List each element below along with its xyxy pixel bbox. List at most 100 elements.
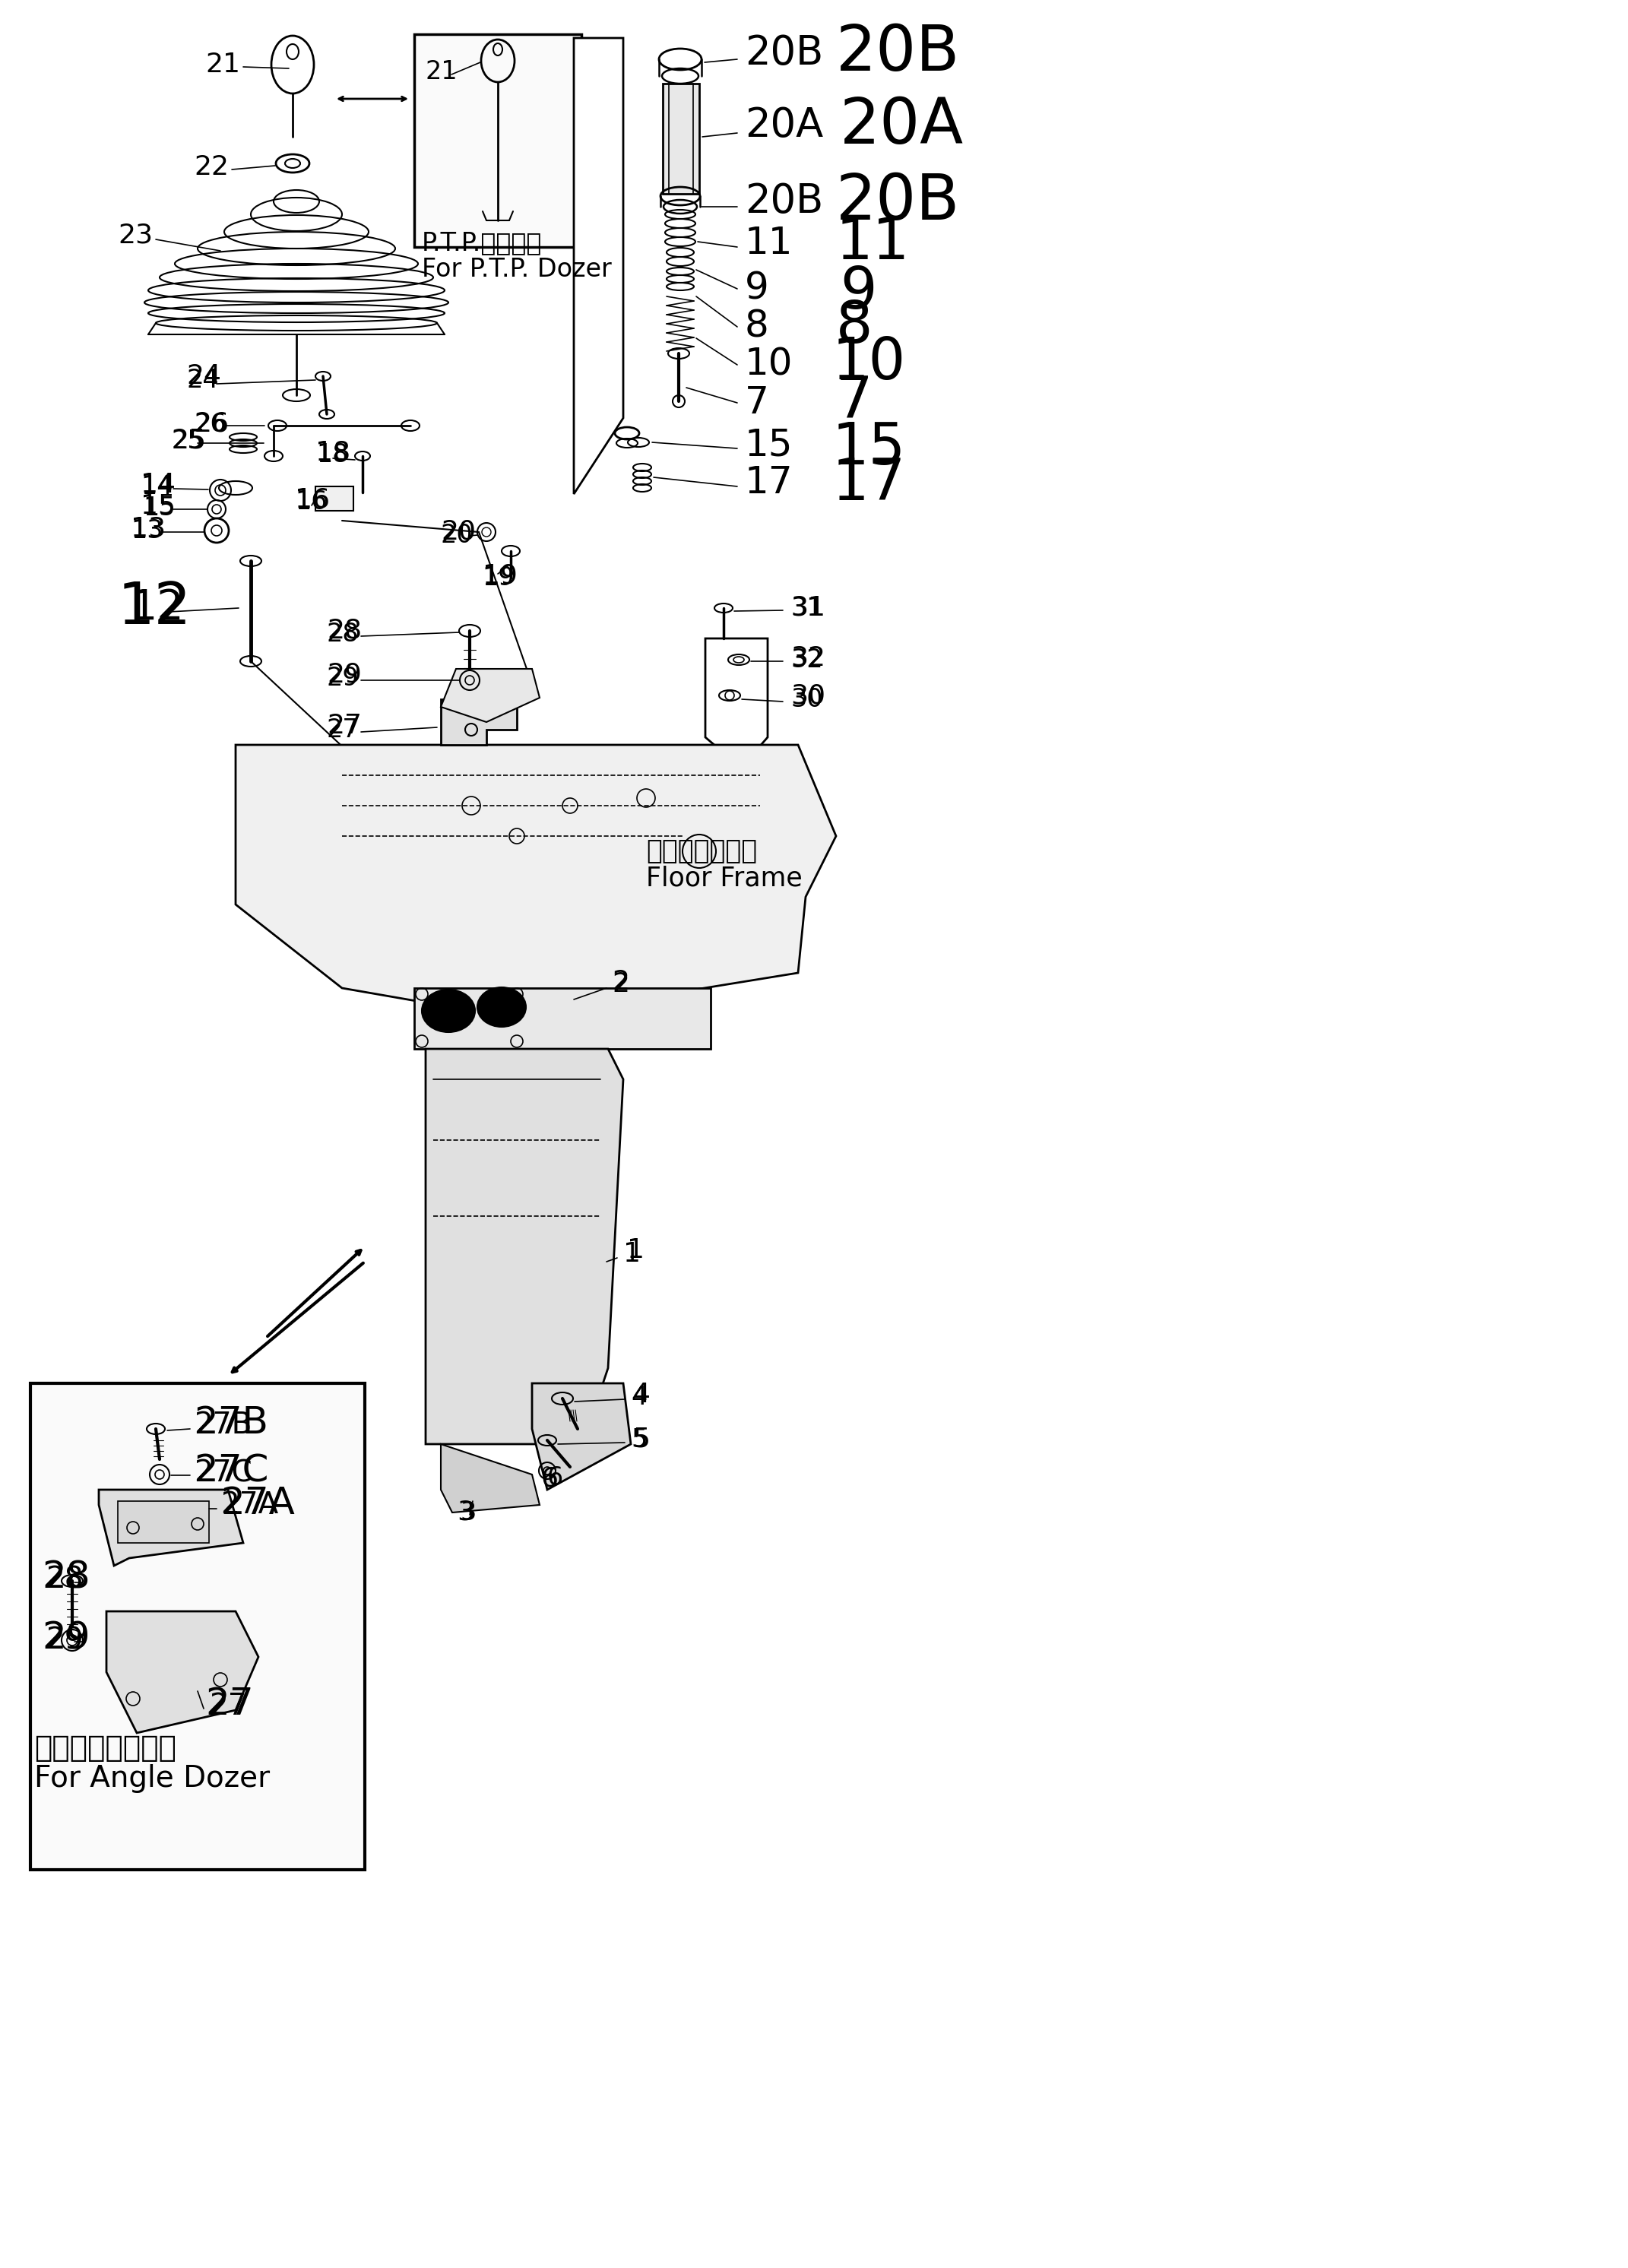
Bar xyxy=(117,1501,208,1542)
Text: 12: 12 xyxy=(130,587,184,628)
Text: 24: 24 xyxy=(186,367,218,392)
Text: 25: 25 xyxy=(171,429,207,454)
Text: 27: 27 xyxy=(327,717,360,742)
Text: 5: 5 xyxy=(632,1427,650,1452)
Text: 1: 1 xyxy=(624,1241,641,1268)
Text: 26: 26 xyxy=(194,411,230,438)
Text: 21: 21 xyxy=(205,52,241,77)
Text: 28: 28 xyxy=(327,617,361,644)
Text: 31: 31 xyxy=(791,594,825,621)
Text: 30: 30 xyxy=(791,687,822,712)
Text: 27B: 27B xyxy=(194,1404,269,1440)
Text: 32: 32 xyxy=(791,646,822,671)
Text: 17: 17 xyxy=(746,465,793,501)
Text: 29: 29 xyxy=(327,662,361,687)
Text: 2: 2 xyxy=(612,968,630,996)
Polygon shape xyxy=(441,1445,539,1513)
Text: 23: 23 xyxy=(117,222,153,249)
Text: 29: 29 xyxy=(46,1626,83,1656)
Text: 27: 27 xyxy=(205,1685,254,1721)
Text: 16: 16 xyxy=(295,488,330,513)
Text: 4: 4 xyxy=(630,1383,646,1408)
Text: 27C: 27C xyxy=(194,1452,269,1490)
Text: 29: 29 xyxy=(42,1619,90,1656)
Text: 28: 28 xyxy=(46,1565,83,1594)
Text: 19: 19 xyxy=(482,562,518,587)
Text: 31: 31 xyxy=(791,596,822,621)
Text: 13: 13 xyxy=(130,517,163,542)
Bar xyxy=(663,84,700,193)
Text: フロアフレーム: フロアフレーム xyxy=(646,839,757,864)
Text: 7: 7 xyxy=(837,374,873,431)
Text: 17: 17 xyxy=(832,456,907,513)
Text: 7: 7 xyxy=(746,386,768,422)
Bar xyxy=(414,34,581,247)
Polygon shape xyxy=(532,1383,630,1490)
Text: 13: 13 xyxy=(130,515,166,542)
Text: 26: 26 xyxy=(194,411,226,438)
Text: 25: 25 xyxy=(171,429,204,454)
Polygon shape xyxy=(705,640,768,767)
Text: 24: 24 xyxy=(186,363,221,390)
Text: 16: 16 xyxy=(295,490,327,515)
Text: 15: 15 xyxy=(140,492,176,519)
Text: 15: 15 xyxy=(832,420,907,476)
Text: 4: 4 xyxy=(632,1381,650,1408)
Text: 10: 10 xyxy=(832,336,907,392)
Text: 11: 11 xyxy=(837,215,910,272)
Text: For P.T.P. Dozer: For P.T.P. Dozer xyxy=(422,256,612,281)
Text: 15: 15 xyxy=(746,426,793,463)
Polygon shape xyxy=(425,1048,624,1445)
Bar xyxy=(316,485,353,510)
Bar xyxy=(31,1383,365,1869)
Text: 14: 14 xyxy=(140,472,176,499)
Text: 1: 1 xyxy=(627,1238,645,1263)
Text: 27A: 27A xyxy=(220,1490,278,1520)
Text: 18: 18 xyxy=(316,442,348,467)
Text: 22: 22 xyxy=(194,154,230,179)
Text: 20: 20 xyxy=(441,524,474,549)
Text: 3: 3 xyxy=(457,1499,474,1526)
Bar xyxy=(414,989,711,1048)
Text: 9: 9 xyxy=(746,270,768,306)
Text: P.T.P.ドーザ用: P.T.P.ドーザ用 xyxy=(422,231,542,256)
Text: 12: 12 xyxy=(117,581,192,635)
Text: 5: 5 xyxy=(630,1429,646,1454)
Text: 18: 18 xyxy=(316,440,350,465)
Text: 14: 14 xyxy=(140,474,173,499)
Ellipse shape xyxy=(477,987,526,1027)
Text: For Angle Dozer: For Angle Dozer xyxy=(34,1765,270,1794)
Text: 27: 27 xyxy=(208,1692,247,1721)
Text: 20A: 20A xyxy=(746,107,824,145)
Text: 9: 9 xyxy=(840,265,877,320)
Text: 28: 28 xyxy=(327,621,360,646)
Polygon shape xyxy=(573,39,624,494)
Text: 19: 19 xyxy=(482,565,514,590)
Text: 8: 8 xyxy=(837,299,873,356)
Text: 27C: 27C xyxy=(194,1458,252,1488)
Text: 28: 28 xyxy=(42,1558,90,1594)
Text: 2: 2 xyxy=(612,971,630,998)
Text: 30: 30 xyxy=(791,683,825,708)
Text: 27A: 27A xyxy=(220,1486,295,1522)
Text: 8: 8 xyxy=(746,308,768,345)
Polygon shape xyxy=(99,1490,243,1565)
Text: Floor Frame: Floor Frame xyxy=(646,864,803,891)
Polygon shape xyxy=(106,1610,259,1733)
Text: 6: 6 xyxy=(547,1465,563,1490)
Text: 20B: 20B xyxy=(746,34,824,73)
Polygon shape xyxy=(236,744,837,1018)
Text: 21: 21 xyxy=(425,59,457,84)
Text: アングルドーザ用: アングルドーザ用 xyxy=(34,1733,176,1762)
Text: 32: 32 xyxy=(791,644,825,671)
Text: 10: 10 xyxy=(746,347,793,383)
Text: 11: 11 xyxy=(746,225,793,261)
Text: 20B: 20B xyxy=(837,23,961,84)
Text: 20B: 20B xyxy=(746,181,824,222)
Text: 20: 20 xyxy=(441,519,475,544)
Text: 20B: 20B xyxy=(837,170,961,231)
Polygon shape xyxy=(441,699,516,744)
Text: 15: 15 xyxy=(143,494,176,519)
Text: 6: 6 xyxy=(540,1465,558,1492)
Text: 27B: 27B xyxy=(194,1411,252,1440)
